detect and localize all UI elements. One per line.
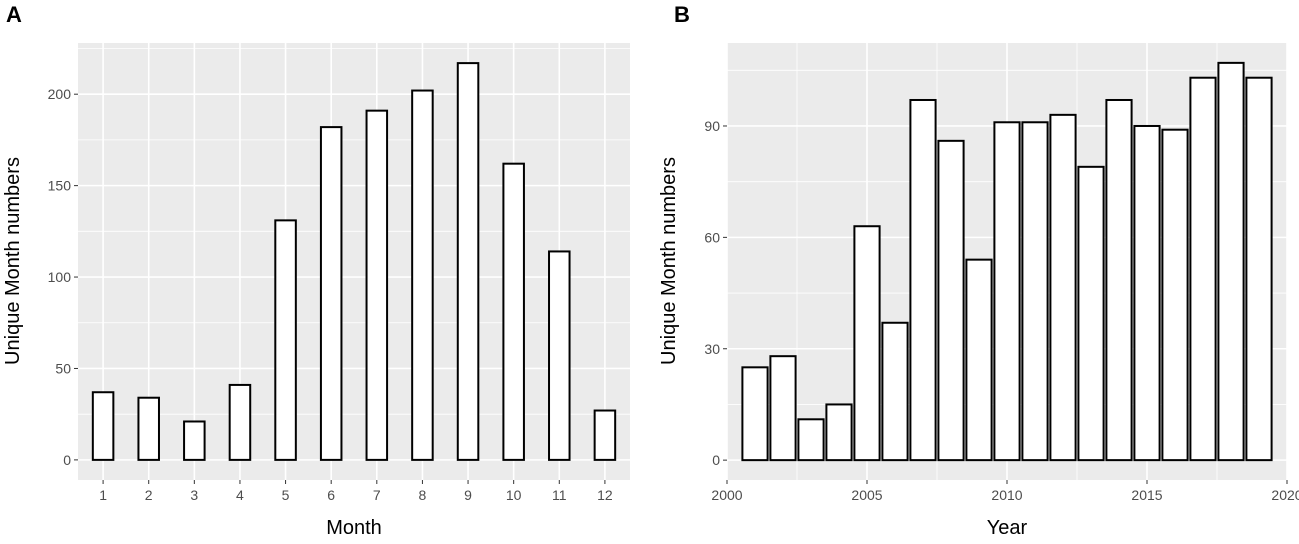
bar (909, 98, 937, 462)
bar (319, 126, 343, 461)
y-tick-label: 90 (704, 118, 720, 134)
bar (228, 383, 252, 461)
panel-a-y-axis-title: Unique Month numbers (2, 157, 24, 365)
x-tick-label: 4 (236, 487, 244, 503)
x-tick-label: 3 (190, 487, 198, 503)
bar (741, 366, 769, 462)
x-tick-label: 6 (327, 487, 335, 503)
bar (1189, 76, 1217, 462)
x-tick-label: 1 (99, 487, 107, 503)
bar (183, 420, 206, 461)
bar (593, 409, 617, 461)
bar (411, 89, 434, 461)
bar (965, 258, 993, 462)
panel-a-x-axis-title: Month (326, 517, 382, 539)
y-tick-label: 200 (48, 86, 72, 102)
x-tick-label: 11 (552, 487, 567, 503)
bar (769, 355, 797, 462)
bar (797, 418, 825, 462)
bar (993, 121, 1021, 462)
bar (137, 396, 160, 461)
panel-b-y-axis-title: Unique Month numbers (658, 157, 680, 365)
bar (853, 225, 881, 462)
bar (1217, 61, 1245, 462)
bar (825, 403, 853, 462)
panel-b-x-axis-title: Year (987, 517, 1028, 539)
x-tick-label: 2 (145, 487, 153, 503)
bar (1245, 76, 1273, 462)
panel-label-b: B (674, 2, 690, 27)
bar (456, 62, 480, 461)
panel-b-ticks: 0 30 60 90 2000 2005 2010 2015 2020 (704, 118, 1299, 503)
panel-a-bars (91, 62, 617, 461)
bar (937, 139, 965, 462)
bar (1161, 128, 1189, 462)
bar (1049, 113, 1077, 462)
x-tick-label: 9 (464, 487, 472, 503)
x-tick-label: 2005 (851, 487, 882, 503)
panel-label-a: A (6, 2, 22, 27)
bar (1105, 98, 1133, 462)
bar (502, 162, 525, 461)
panel-b-bars (741, 61, 1273, 462)
bar (1133, 124, 1161, 462)
x-tick-label: 5 (282, 487, 290, 503)
x-tick-label: 2015 (1131, 487, 1162, 503)
x-tick-label: 8 (419, 487, 427, 503)
bar (91, 391, 115, 461)
x-tick-label: 10 (506, 487, 522, 503)
y-tick-label: 150 (48, 178, 72, 194)
y-tick-label: 30 (704, 341, 720, 357)
bar (274, 219, 297, 461)
bar (881, 321, 909, 462)
y-tick-label: 60 (704, 229, 720, 245)
x-tick-label: 2000 (711, 487, 742, 503)
y-tick-label: 0 (712, 452, 720, 468)
panel-b-chart: 0 30 60 90 2000 2005 2010 2015 2020 (704, 43, 1299, 503)
bar (1077, 165, 1105, 462)
y-tick-label: 100 (48, 269, 72, 285)
y-tick-label: 50 (55, 360, 71, 376)
x-tick-label: 2010 (991, 487, 1022, 503)
bar (365, 109, 389, 461)
bar (548, 250, 571, 461)
x-tick-label: 2020 (1271, 487, 1299, 503)
panel-a-background (78, 43, 630, 480)
x-tick-label: 7 (373, 487, 381, 503)
y-tick-label: 0 (63, 452, 71, 468)
bar (1021, 121, 1049, 462)
x-tick-label: 12 (597, 487, 613, 503)
